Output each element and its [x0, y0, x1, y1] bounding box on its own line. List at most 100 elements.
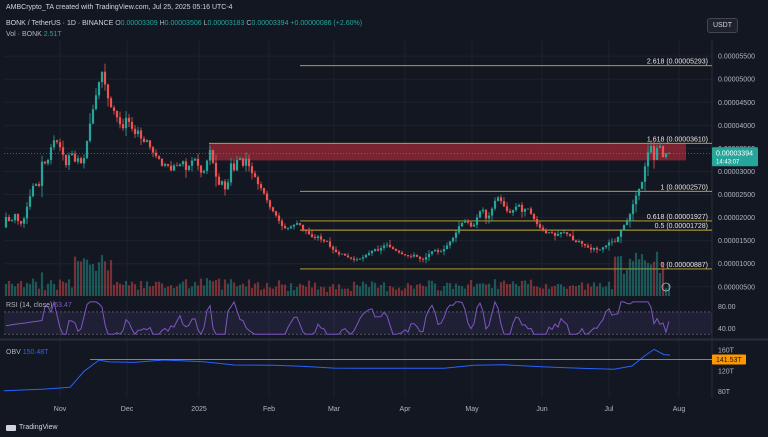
volume-bar	[442, 286, 446, 296]
volume-bar	[259, 289, 263, 296]
volume-bar	[388, 285, 392, 296]
symbol-label[interactable]: BONK / TetherUS · 1D · BINANCE	[6, 20, 114, 27]
candle-body	[634, 195, 638, 205]
candle-body	[304, 229, 308, 232]
candle-body	[145, 140, 149, 143]
obv-axis-tick: 160T	[718, 347, 735, 354]
volume-bar	[172, 287, 176, 296]
candle-body	[64, 154, 68, 166]
volume-bar	[274, 286, 278, 296]
candle-body	[466, 220, 470, 223]
volume-bar	[391, 287, 395, 296]
candle-body	[61, 147, 65, 155]
candle-body	[181, 161, 185, 165]
volume-bar	[115, 281, 119, 296]
candle-body	[295, 223, 299, 225]
candle-body	[343, 253, 347, 256]
candle-body	[397, 250, 401, 253]
candle-body	[169, 165, 173, 171]
price-axis-tick: 0.00004000	[718, 123, 755, 130]
volume-bar	[502, 280, 506, 296]
brand-label: TradingView	[19, 424, 58, 431]
volume-bar	[547, 288, 551, 296]
candle-body	[58, 142, 62, 148]
candle-body	[637, 188, 641, 196]
volume-bar	[145, 281, 149, 296]
candle-body	[511, 210, 515, 213]
volume-bar	[433, 283, 437, 296]
volume-bar	[499, 282, 503, 296]
volume-bar	[409, 285, 413, 296]
candle-body	[385, 244, 389, 246]
volume-bar	[400, 290, 404, 296]
volume-bar	[292, 290, 296, 296]
candle-body	[316, 236, 320, 239]
candle-body	[394, 249, 398, 251]
volume-bar	[265, 282, 269, 296]
volume-bar	[367, 287, 371, 296]
candle-body	[418, 256, 422, 259]
candle-body	[613, 241, 617, 243]
time-axis-tick: Jun	[536, 406, 547, 413]
volume-bar	[562, 286, 566, 296]
candle-body	[286, 228, 290, 230]
candle-body	[496, 197, 500, 201]
volume-bar	[664, 288, 668, 296]
volume-bar	[415, 284, 419, 296]
candle-body	[445, 245, 449, 250]
volume-bar	[283, 284, 287, 296]
volume-bar	[634, 252, 638, 296]
volume-bar	[568, 285, 572, 296]
volume-bar	[439, 290, 443, 296]
volume-bar	[658, 272, 662, 296]
volume-bar	[235, 286, 239, 296]
candle-body	[55, 140, 59, 143]
volume-bar	[538, 287, 542, 296]
volume-bar	[31, 278, 35, 296]
currency-button[interactable]: USDT	[706, 18, 738, 33]
candle-body	[244, 158, 248, 166]
volume-bar	[232, 282, 236, 296]
candle-body	[319, 236, 323, 240]
candle-body	[247, 158, 251, 167]
high-label: H	[159, 20, 165, 27]
tradingview-brand[interactable]: TradingView	[6, 424, 58, 431]
volume-bar	[421, 285, 425, 296]
resistance-zone	[209, 143, 686, 161]
candle-body	[19, 221, 23, 224]
candle-body	[607, 242, 611, 246]
volume-bar	[490, 288, 494, 296]
volume-bar	[268, 287, 272, 296]
volume-legend: Vol · BONK 2.51T	[6, 31, 62, 38]
volume-bar	[286, 290, 290, 296]
candle-body	[436, 250, 440, 252]
volume-bar	[334, 289, 338, 296]
volume-bar	[457, 285, 461, 296]
volume-bar	[373, 282, 377, 296]
volume-bar	[250, 288, 254, 296]
candle-body	[31, 185, 35, 197]
candle-body	[292, 224, 296, 227]
candle-body	[424, 257, 428, 260]
volume-bar	[58, 279, 62, 296]
candle-body	[28, 196, 32, 207]
volume-bar	[592, 282, 596, 296]
volume-bar	[175, 286, 179, 296]
obv-marker-label: 141.53T	[716, 357, 742, 364]
volume-bar	[205, 278, 209, 296]
candle-body	[481, 209, 485, 212]
volume-bar	[211, 281, 215, 296]
candle-body	[274, 211, 278, 216]
volume-bar	[661, 262, 665, 296]
candle-body	[550, 232, 554, 234]
volume-bar	[163, 287, 167, 296]
volume-bar	[580, 282, 584, 296]
candle-body	[52, 140, 56, 148]
volume-bar	[133, 284, 137, 296]
rsi-axis-tick: 80.00	[718, 304, 736, 311]
volume-bar	[49, 280, 53, 296]
volume-bar	[379, 284, 383, 296]
volume-bar	[13, 286, 17, 296]
volume-bar	[364, 283, 368, 296]
